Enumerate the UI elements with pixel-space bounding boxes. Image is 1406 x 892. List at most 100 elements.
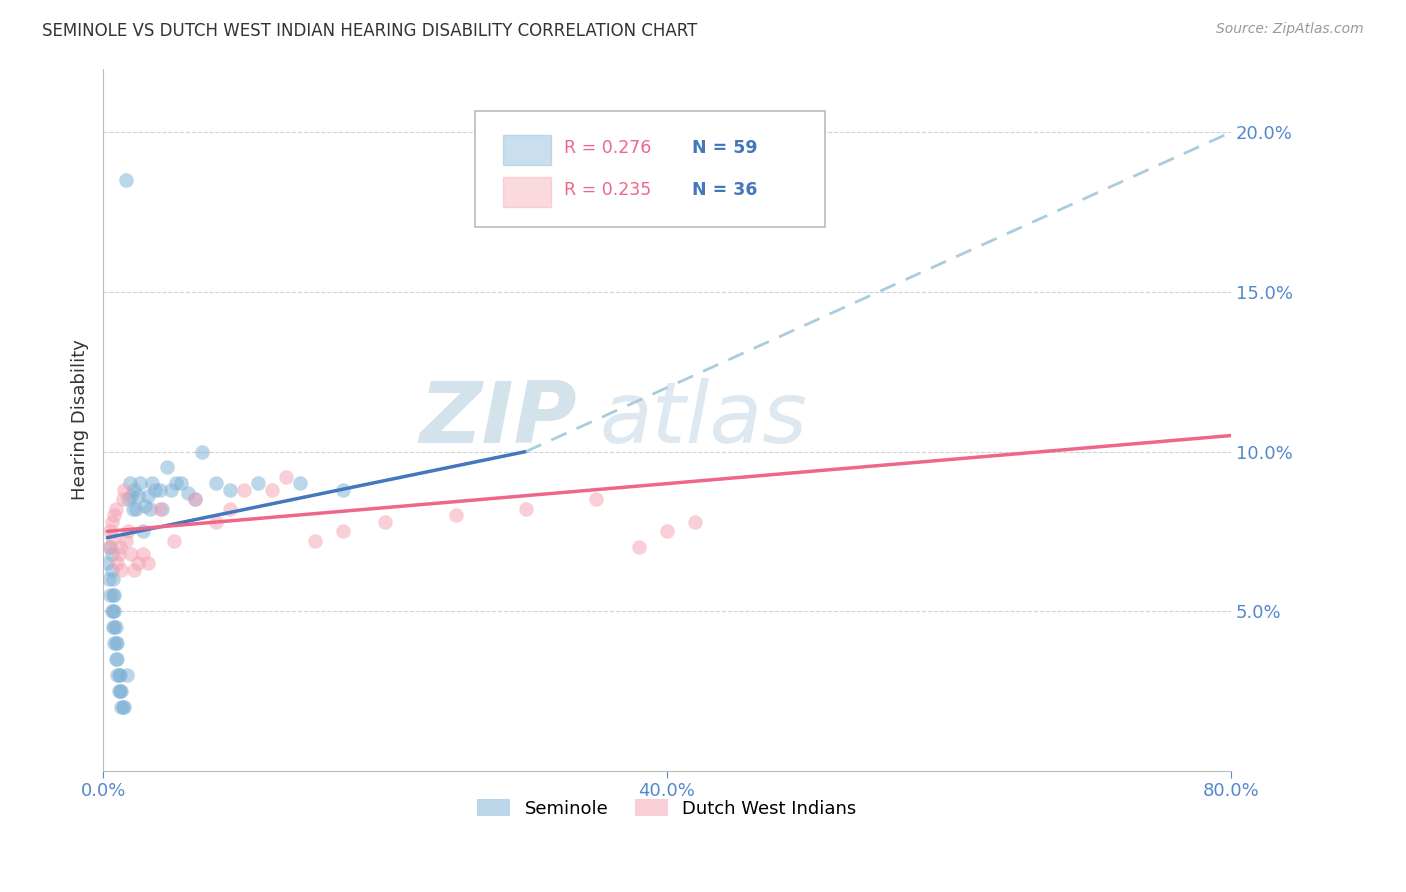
Y-axis label: Hearing Disability: Hearing Disability [72, 339, 89, 500]
Point [100, 547, 122, 561]
Point [112, 483, 135, 497]
Point [169, 476, 191, 491]
Point [143, 483, 166, 497]
Point [122, 483, 145, 497]
Point [205, 476, 228, 491]
Point [191, 444, 214, 458]
Text: N = 59: N = 59 [692, 139, 758, 157]
Point [136, 489, 159, 503]
Point [100, 515, 122, 529]
Point [332, 524, 354, 539]
Point [100, 563, 122, 577]
Point [98, 524, 121, 539]
Point [110, 563, 132, 577]
Point [108, 541, 131, 555]
Point [117, 492, 139, 507]
Point [585, 492, 607, 507]
Text: N = 36: N = 36 [692, 181, 756, 199]
Point [105, 668, 128, 682]
Point [115, 668, 138, 682]
Point [155, 460, 177, 475]
Point [104, 502, 127, 516]
Point [111, 492, 134, 507]
Point [111, 699, 134, 714]
Point [247, 476, 270, 491]
Point [374, 515, 396, 529]
Point [233, 483, 256, 497]
Point [108, 668, 131, 682]
Point [683, 515, 706, 529]
Point [117, 524, 139, 539]
Point [118, 476, 141, 491]
Point [101, 588, 124, 602]
Point [110, 684, 132, 698]
Text: ZIP: ZIP [419, 378, 576, 461]
Point [96, 556, 118, 570]
Point [127, 489, 149, 503]
Point [105, 636, 128, 650]
Point [110, 699, 132, 714]
Point [101, 531, 124, 545]
Point [165, 476, 187, 491]
Point [107, 684, 129, 698]
Point [127, 556, 149, 570]
Point [104, 620, 127, 634]
Point [515, 502, 537, 516]
Point [114, 533, 136, 548]
Point [122, 563, 145, 577]
Point [131, 547, 153, 561]
Point [162, 533, 184, 548]
Point [262, 483, 284, 497]
Point [205, 515, 228, 529]
Point [103, 588, 125, 602]
Point [655, 524, 678, 539]
Text: Source: ZipAtlas.com: Source: ZipAtlas.com [1216, 22, 1364, 37]
Point [290, 476, 312, 491]
Point [136, 556, 159, 570]
Point [219, 502, 242, 516]
Point [444, 508, 467, 523]
Point [98, 588, 121, 602]
Point [176, 486, 198, 500]
Point [332, 483, 354, 497]
Point [98, 541, 121, 555]
Point [131, 524, 153, 539]
Point [101, 620, 124, 634]
Point [100, 604, 122, 618]
Point [148, 483, 170, 497]
Point [108, 684, 131, 698]
Point [105, 652, 128, 666]
Point [114, 173, 136, 187]
Point [103, 508, 125, 523]
Point [159, 483, 181, 497]
Point [107, 547, 129, 561]
Point [121, 502, 143, 516]
Point [103, 604, 125, 618]
Text: R = 0.235: R = 0.235 [564, 181, 651, 199]
Point [627, 541, 650, 555]
Point [97, 572, 120, 586]
Point [304, 533, 326, 548]
Text: SEMINOLE VS DUTCH WEST INDIAN HEARING DISABILITY CORRELATION CHART: SEMINOLE VS DUTCH WEST INDIAN HEARING DI… [42, 22, 697, 40]
Point [184, 492, 207, 507]
Point [104, 652, 127, 666]
Point [141, 476, 163, 491]
Point [134, 499, 156, 513]
Point [120, 489, 142, 503]
Point [103, 636, 125, 650]
Text: atlas: atlas [599, 378, 807, 461]
FancyBboxPatch shape [503, 136, 551, 165]
Point [101, 604, 124, 618]
Point [276, 470, 298, 484]
Legend: Seminole, Dutch West Indians: Seminole, Dutch West Indians [470, 792, 863, 825]
Point [112, 699, 135, 714]
Point [148, 502, 170, 516]
Point [219, 483, 242, 497]
Point [120, 547, 142, 561]
Point [184, 492, 207, 507]
FancyBboxPatch shape [503, 178, 551, 207]
FancyBboxPatch shape [475, 111, 825, 227]
Point [104, 636, 127, 650]
Point [103, 620, 125, 634]
Point [138, 502, 160, 516]
